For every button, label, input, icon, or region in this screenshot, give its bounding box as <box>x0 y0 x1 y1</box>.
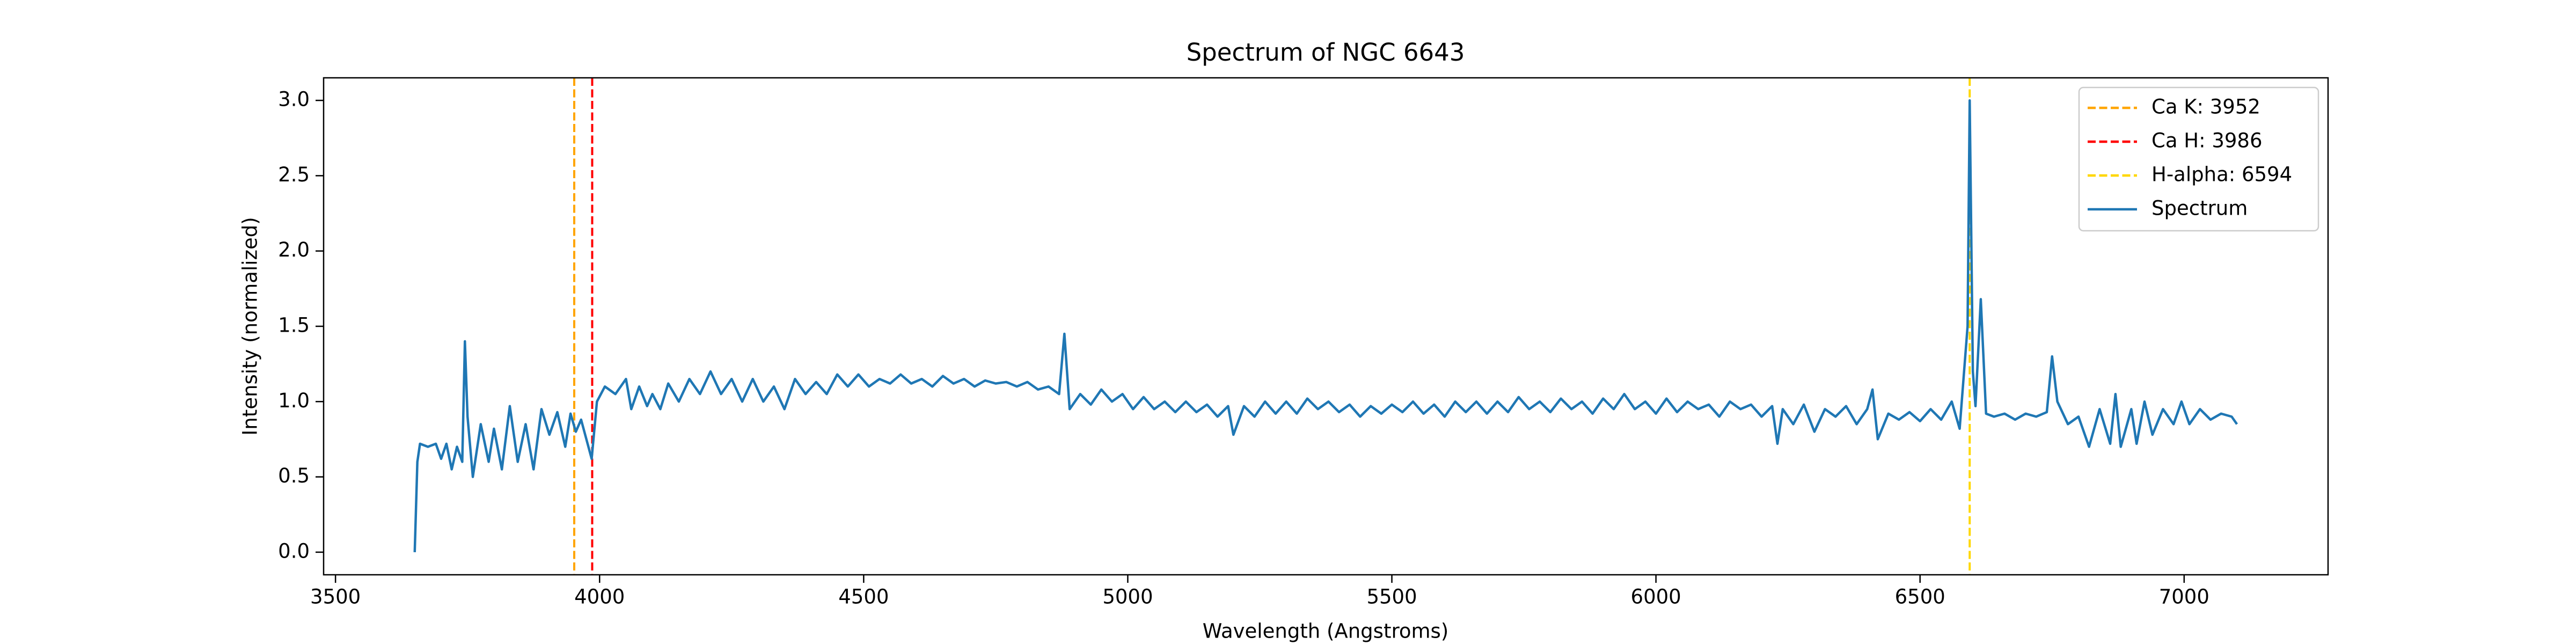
x-tick-label: 5000 <box>1102 586 1153 609</box>
x-tick-label: 6000 <box>1631 586 1681 609</box>
axes-frame <box>323 77 2329 576</box>
x-axis-label: Wavelength (Angstroms) <box>1203 620 1449 643</box>
y-tick-label: 3.0 <box>278 88 310 111</box>
y-tick-label: 2.0 <box>278 238 310 261</box>
x-tick-label: 4000 <box>574 586 625 609</box>
x-tick-label: 6500 <box>1895 586 1945 609</box>
legend-label: Ca H: 3986 <box>2151 129 2262 152</box>
y-tick-label: 1.0 <box>278 389 310 412</box>
legend-label: H-alpha: 6594 <box>2151 163 2292 186</box>
legend-box <box>2078 86 2319 232</box>
y-tick-label: 0.5 <box>278 464 310 487</box>
x-tick-label: 7000 <box>2159 586 2209 609</box>
y-tick-label: 2.5 <box>278 163 310 186</box>
y-axis-label: Intensity (normalized) <box>239 217 262 435</box>
legend-label: Spectrum <box>2151 197 2248 220</box>
x-tick-label: 4500 <box>838 586 889 609</box>
chart-title: Spectrum of NGC 6643 <box>1187 38 1465 67</box>
legend-label: Ca K: 3952 <box>2151 96 2260 119</box>
spectrum-line <box>413 99 2238 552</box>
x-tick-label: 3500 <box>310 586 361 609</box>
y-tick-label: 1.5 <box>278 314 310 337</box>
y-tick-label: 0.0 <box>278 539 310 562</box>
x-tick-label: 5500 <box>1366 586 1417 609</box>
